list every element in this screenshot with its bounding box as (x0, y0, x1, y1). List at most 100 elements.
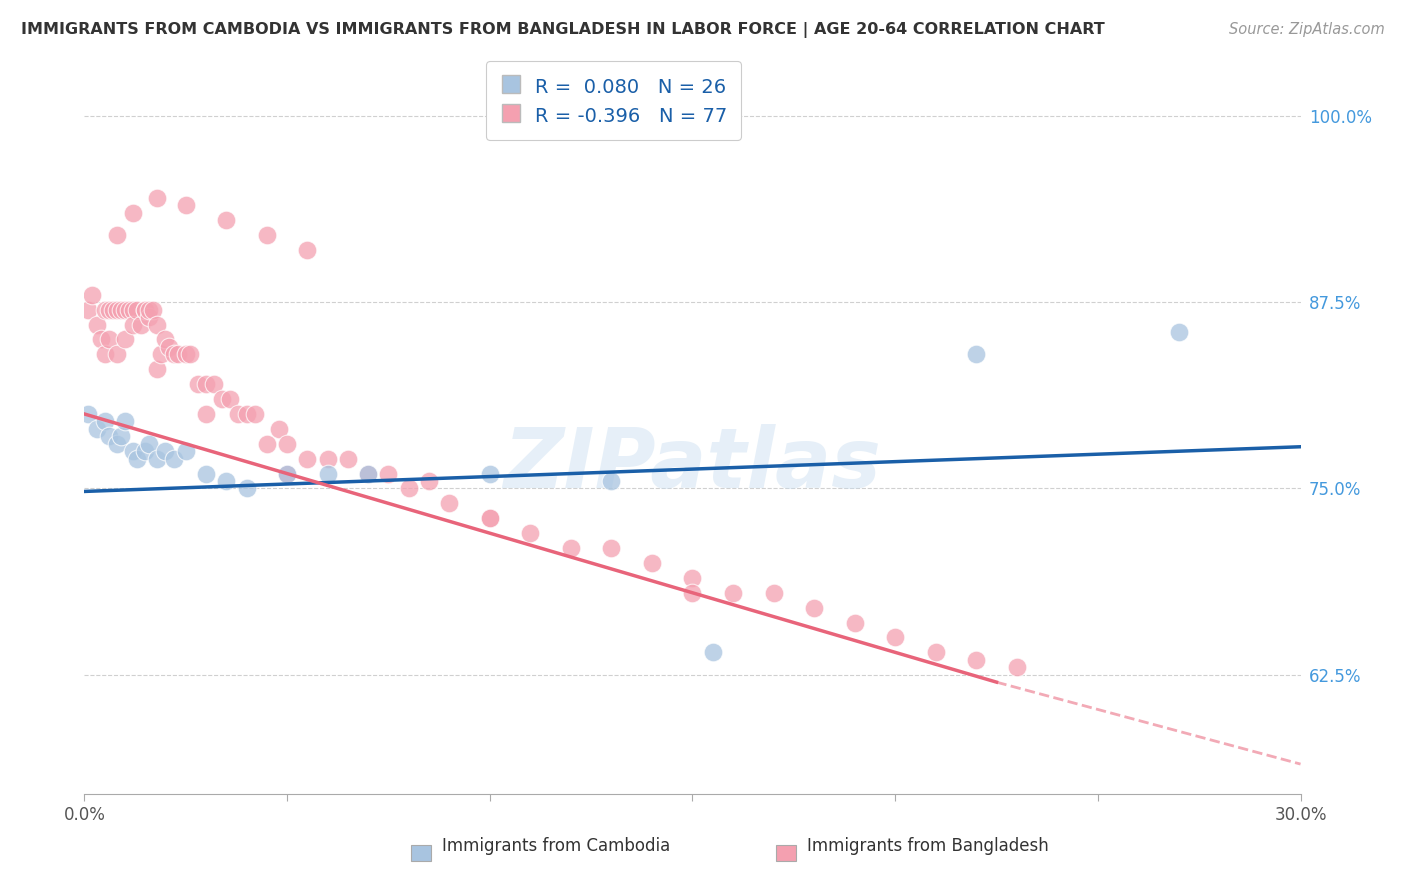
Point (174, 198, 197, 212)
Point (162, 347, 184, 361)
Point (122, 206, 145, 220)
Text: Source: ZipAtlas.com: Source: ZipAtlas.com (1229, 22, 1385, 37)
Text: Immigrants from Cambodia: Immigrants from Cambodia (441, 837, 671, 855)
Point (86, 422, 108, 436)
Point (478, 511, 501, 525)
Point (142, 302, 165, 317)
Point (762, 586, 785, 600)
Point (297, 243, 319, 257)
Point (134, 444, 156, 458)
Point (122, 318, 145, 332)
Point (297, 451, 319, 466)
Point (600, 541, 623, 555)
Point (560, 541, 582, 555)
Point (256, 228, 278, 243)
Point (803, 600, 825, 615)
Point (114, 414, 136, 428)
Point (146, 318, 169, 332)
Point (219, 392, 242, 406)
Point (134, 302, 156, 317)
Point (105, 302, 128, 317)
Point (105, 228, 128, 243)
Point (122, 444, 145, 458)
Point (155, 333, 177, 347)
Point (118, 302, 141, 317)
Point (925, 645, 948, 659)
Point (114, 302, 136, 317)
Point (110, 429, 132, 443)
Point (519, 526, 541, 541)
Point (125, 302, 148, 317)
Text: IMMIGRANTS FROM CAMBODIA VS IMMIGRANTS FROM BANGLADESH IN LABOR FORCE | AGE 20-6: IMMIGRANTS FROM CAMBODIA VS IMMIGRANTS F… (21, 22, 1105, 38)
Point (702, 645, 724, 659)
Point (82, 287, 104, 301)
Point (884, 631, 907, 645)
Point (682, 586, 704, 600)
Point (256, 436, 278, 450)
Point (398, 482, 420, 496)
Point (211, 392, 233, 406)
Point (162, 451, 184, 466)
Point (105, 347, 128, 361)
Point (97, 429, 120, 443)
Point (965, 347, 987, 361)
Point (478, 511, 501, 525)
Point (418, 474, 440, 488)
Point (93, 347, 115, 361)
Point (77, 407, 100, 421)
Point (235, 482, 257, 496)
Point (600, 474, 623, 488)
Point (478, 467, 501, 481)
Text: ZIPatlas: ZIPatlas (503, 425, 882, 505)
Point (97, 302, 120, 317)
Point (105, 436, 128, 450)
Point (166, 347, 188, 361)
Point (146, 451, 169, 466)
Point (194, 467, 218, 481)
Point (174, 347, 197, 361)
Point (682, 571, 704, 585)
Point (276, 436, 298, 450)
Point (235, 407, 257, 421)
Point (316, 467, 339, 481)
Point (138, 436, 160, 450)
Point (377, 467, 399, 481)
Point (114, 333, 136, 347)
Point (159, 340, 181, 354)
Point (122, 302, 145, 317)
Point (77, 302, 100, 317)
Point (228, 407, 250, 421)
Point (155, 444, 177, 458)
Point (965, 653, 987, 667)
Point (194, 377, 218, 392)
Point (202, 377, 225, 392)
Point (243, 407, 266, 421)
Point (336, 451, 359, 466)
Point (146, 191, 169, 205)
Point (86, 318, 108, 332)
Point (194, 407, 218, 421)
Point (721, 586, 744, 600)
Point (316, 451, 339, 466)
Point (138, 310, 160, 325)
Point (134, 302, 156, 317)
Point (150, 347, 173, 361)
Point (357, 467, 380, 481)
Point (110, 302, 132, 317)
Point (439, 496, 461, 510)
Point (97, 333, 120, 347)
Point (357, 467, 380, 481)
Point (187, 377, 209, 392)
Point (93, 414, 115, 428)
Point (174, 444, 197, 458)
Point (146, 362, 169, 376)
Point (1167, 325, 1189, 339)
Point (101, 302, 124, 317)
Point (1005, 660, 1028, 674)
Point (844, 615, 866, 630)
Point (641, 556, 664, 570)
Point (125, 451, 148, 466)
Point (129, 318, 152, 332)
Text: Immigrants from Bangladesh: Immigrants from Bangladesh (807, 837, 1049, 855)
Point (215, 213, 238, 227)
